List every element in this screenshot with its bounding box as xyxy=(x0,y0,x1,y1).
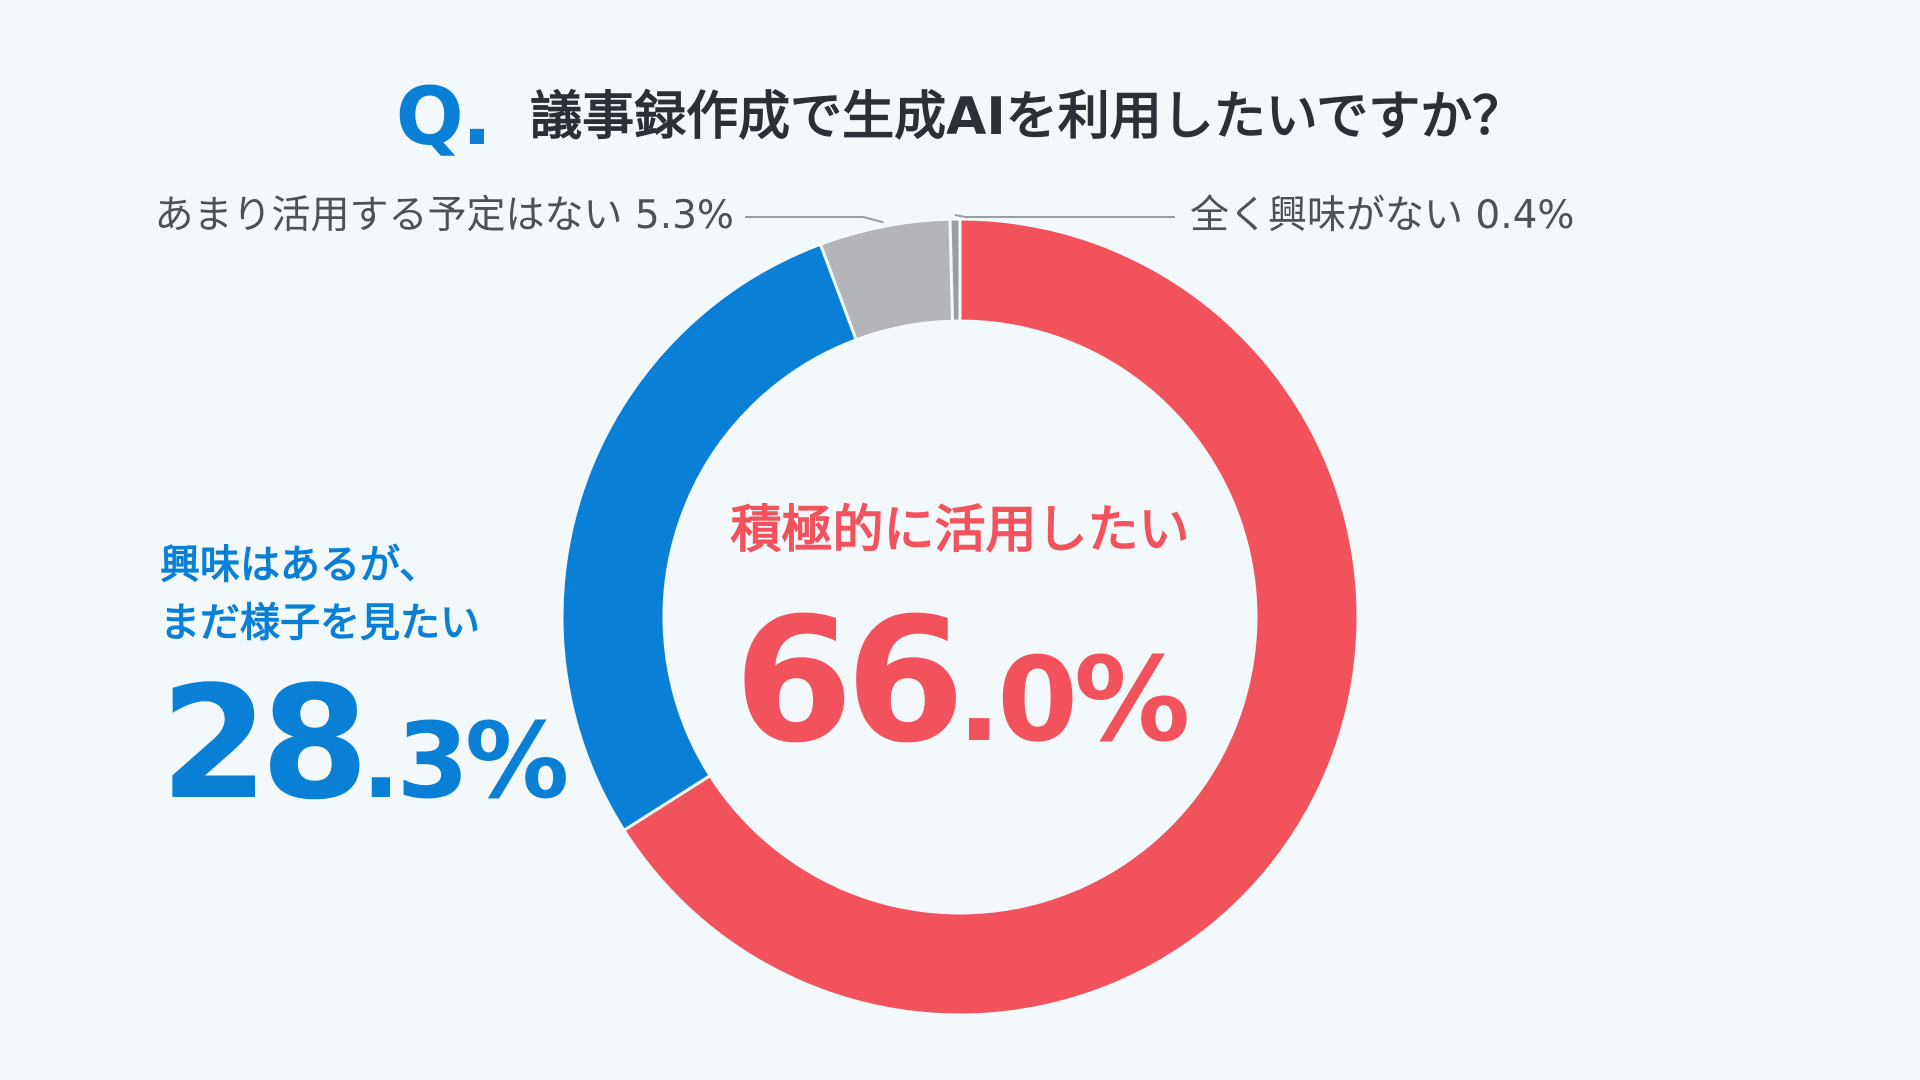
value-wait-int: 28 xyxy=(160,652,369,834)
value-active-int: 66 xyxy=(733,580,965,781)
label-no-plan: あまり活用する予定はない 5.3% xyxy=(154,193,734,238)
value-wait: 28.3% xyxy=(160,665,569,822)
label-active: 積極的に活用したい xyxy=(730,501,1190,560)
label-wait-line2: まだ様子を見たい xyxy=(160,600,480,646)
question-title: 議事録作成で生成AIを利用したいですか？ xyxy=(530,87,1525,147)
donut-slice-0 xyxy=(621,217,1360,1017)
value-wait-dec: .3% xyxy=(361,700,569,822)
leader-line-no-interest xyxy=(954,214,1175,218)
label-wait: 興味はあるが、 まだ様子を見たい xyxy=(160,536,480,652)
value-active: 66.0% xyxy=(660,595,1260,767)
question-mark: Q. xyxy=(395,70,492,163)
label-wait-line1: 興味はあるが、 xyxy=(160,542,440,588)
donut-slice-1 xyxy=(560,242,859,833)
leader-line-no-plan xyxy=(745,216,884,224)
question-header: Q. 議事録作成で生成AIを利用したいですか？ xyxy=(0,72,1920,162)
value-active-dec: .0% xyxy=(957,633,1190,768)
label-no-interest: 全く興味がない 0.4% xyxy=(1190,193,1575,238)
donut-slice-3 xyxy=(948,217,962,323)
